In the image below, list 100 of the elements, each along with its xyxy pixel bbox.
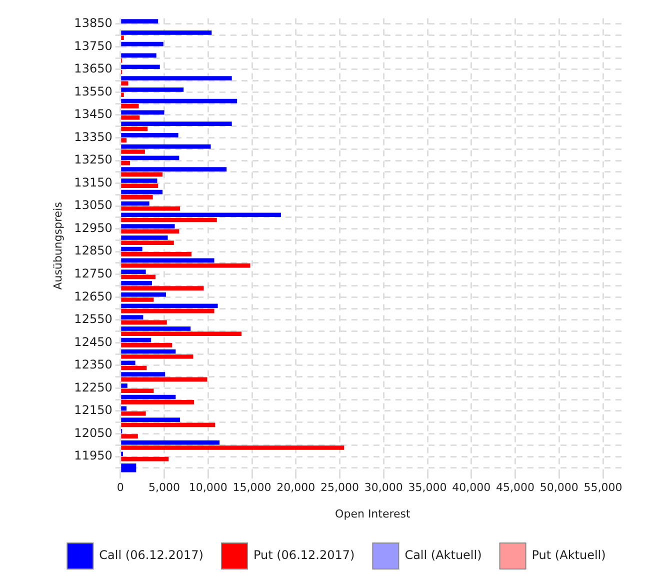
bar [121, 19, 158, 24]
bar [121, 184, 158, 188]
x-tick-label: 35,000 [408, 481, 447, 494]
bar [121, 53, 156, 58]
y-tick-label: 13750 [74, 38, 112, 53]
bar [121, 178, 158, 183]
bar [121, 343, 172, 348]
bar [121, 224, 175, 228]
bar [121, 434, 138, 438]
bar [121, 156, 180, 160]
bar [121, 354, 194, 359]
y-tick-label: 13850 [74, 16, 112, 30]
bar [121, 292, 166, 297]
bar [121, 150, 145, 154]
bar [121, 286, 204, 290]
bar [121, 418, 180, 422]
bar [121, 388, 154, 393]
y-axis-title: Ausübungspreis [51, 202, 64, 290]
bar [121, 240, 174, 245]
bar [121, 81, 128, 86]
y-tick-label: 13350 [74, 130, 112, 144]
y-tick-label: 12450 [74, 334, 112, 349]
bar [121, 36, 124, 40]
bar [121, 281, 152, 286]
bar [121, 252, 192, 256]
y-tick-label: 13650 [74, 62, 112, 76]
bar [121, 104, 139, 108]
y-tick-label: 12250 [74, 380, 112, 394]
x-tick-label: 0 [116, 481, 124, 494]
bar [121, 201, 150, 206]
x-tick-label: 25,000 [320, 481, 360, 494]
bar [121, 87, 184, 92]
x-tick-label: 10,000 [188, 481, 228, 494]
y-tick-label: 12050 [74, 426, 112, 440]
bar [121, 138, 127, 142]
bar [121, 64, 160, 70]
bar [121, 126, 148, 132]
y-tick-label: 13150 [74, 175, 112, 190]
legend-label: Put (06.12.2017) [253, 548, 355, 562]
x-axis-title: Open Interest [335, 507, 412, 520]
bar [121, 338, 152, 342]
bar [121, 440, 220, 445]
bar [121, 377, 208, 382]
y-tick-label: 12750 [74, 266, 112, 280]
bar [121, 206, 180, 211]
x-tick-label: 55,000 [584, 481, 622, 494]
y-tick-label: 12850 [74, 244, 112, 258]
bar [121, 372, 166, 376]
bar [121, 400, 194, 404]
y-tick-label: 12350 [74, 358, 112, 372]
y-tick-label: 13550 [74, 84, 112, 98]
bar [121, 92, 124, 97]
y-tick-label: 11950 [74, 448, 112, 463]
bar [121, 406, 127, 411]
bar [121, 98, 238, 104]
bar [121, 298, 154, 302]
bar [121, 235, 168, 240]
x-tick-label: 20,000 [276, 481, 316, 494]
y-tick-label: 12150 [74, 403, 112, 418]
x-tick-label: 15,000 [232, 481, 272, 494]
x-tick-label: 45,000 [496, 481, 535, 494]
bar [121, 30, 212, 35]
y-tick-label: 12550 [74, 312, 112, 326]
bar [121, 42, 164, 46]
x-tick-label: 50,000 [540, 481, 578, 494]
bar [121, 326, 191, 331]
legend-label: Call (Aktuell) [404, 548, 482, 562]
bar [121, 258, 214, 263]
legend-label: Put (Aktuell) [532, 548, 606, 562]
bar [121, 366, 147, 370]
bar [121, 122, 232, 126]
bar [121, 308, 214, 314]
y-tick-label: 12950 [74, 220, 112, 235]
y-tick-label: 13050 [74, 198, 112, 212]
bar [121, 160, 130, 166]
bar [121, 315, 144, 320]
bar [121, 115, 140, 120]
bar [121, 110, 164, 115]
bar [121, 320, 167, 325]
bar [121, 144, 211, 149]
bar [121, 212, 281, 218]
bar [121, 167, 227, 172]
bar [121, 274, 156, 280]
bar [121, 383, 128, 388]
bar [121, 270, 146, 274]
bar [121, 349, 176, 354]
bar [121, 422, 216, 428]
y-tick-label: 13450 [74, 107, 112, 122]
bar [121, 446, 344, 450]
bar [121, 304, 218, 308]
x-tick-label: 30,000 [364, 481, 403, 494]
bar [121, 229, 180, 234]
y-tick-label: 12650 [74, 289, 112, 304]
x-tick-label: 5,000 [148, 481, 180, 494]
bar [121, 218, 217, 222]
x-tick-label: 40,000 [452, 481, 491, 494]
bar [121, 190, 162, 194]
bar [121, 332, 242, 336]
bar [121, 263, 250, 268]
bar [121, 172, 162, 177]
